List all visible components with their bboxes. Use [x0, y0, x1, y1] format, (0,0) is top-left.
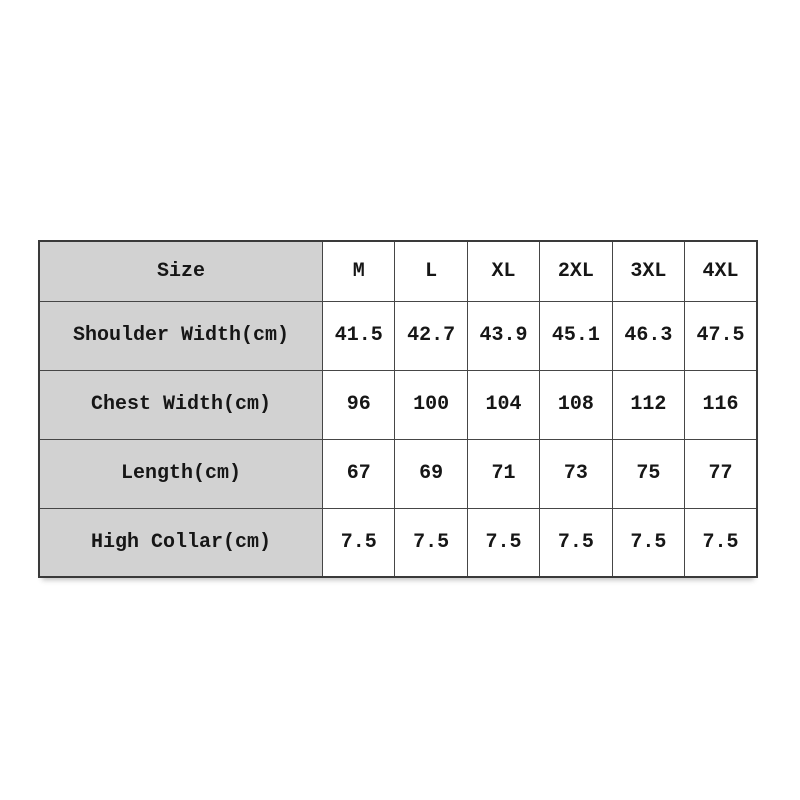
column-header-l: L [394, 240, 468, 302]
row-label-cell: Shoulder Width(cm) [38, 300, 323, 371]
value-cell: 46.3 [611, 300, 686, 371]
column-header-4xl: 4XL [684, 240, 758, 302]
value-cell: 42.7 [394, 300, 468, 371]
value-cell: 7.5 [684, 507, 758, 578]
row-label-cell: High Collar(cm) [38, 507, 323, 578]
value-cell: 41.5 [321, 300, 396, 371]
size-header-cell: Size [38, 240, 323, 302]
value-cell: 104 [466, 369, 541, 440]
column-header-xl: XL [466, 240, 541, 302]
column-header-m: M [321, 240, 396, 302]
value-cell: 96 [321, 369, 396, 440]
table-row-high-collar: High Collar(cm) 7.5 7.5 7.5 7.5 7.5 7.5 [38, 507, 758, 578]
value-cell: 69 [394, 438, 468, 509]
value-cell: 67 [321, 438, 396, 509]
value-cell: 73 [539, 438, 613, 509]
value-cell: 7.5 [394, 507, 468, 578]
value-cell: 7.5 [321, 507, 396, 578]
value-cell: 116 [684, 369, 758, 440]
value-cell: 43.9 [466, 300, 541, 371]
column-header-3xl: 3XL [611, 240, 686, 302]
value-cell: 75 [611, 438, 686, 509]
row-label-cell: Length(cm) [38, 438, 323, 509]
value-cell: 45.1 [539, 300, 613, 371]
value-cell: 71 [466, 438, 541, 509]
value-cell: 7.5 [466, 507, 541, 578]
size-chart-table: Size M L XL 2XL 3XL 4XL Shoulder Width(c… [38, 240, 758, 578]
value-cell: 7.5 [611, 507, 686, 578]
table-row-chest-width: Chest Width(cm) 96 100 104 108 112 116 [38, 369, 758, 440]
header-row: Size M L XL 2XL 3XL 4XL [38, 240, 758, 302]
table-row-length: Length(cm) 67 69 71 73 75 77 [38, 438, 758, 509]
table-row-shoulder-width: Shoulder Width(cm) 41.5 42.7 43.9 45.1 4… [38, 300, 758, 371]
value-cell: 112 [611, 369, 686, 440]
value-cell: 77 [684, 438, 758, 509]
row-label-cell: Chest Width(cm) [38, 369, 323, 440]
column-header-2xl: 2XL [539, 240, 613, 302]
value-cell: 108 [539, 369, 613, 440]
value-cell: 47.5 [684, 300, 758, 371]
value-cell: 7.5 [539, 507, 613, 578]
value-cell: 100 [394, 369, 468, 440]
